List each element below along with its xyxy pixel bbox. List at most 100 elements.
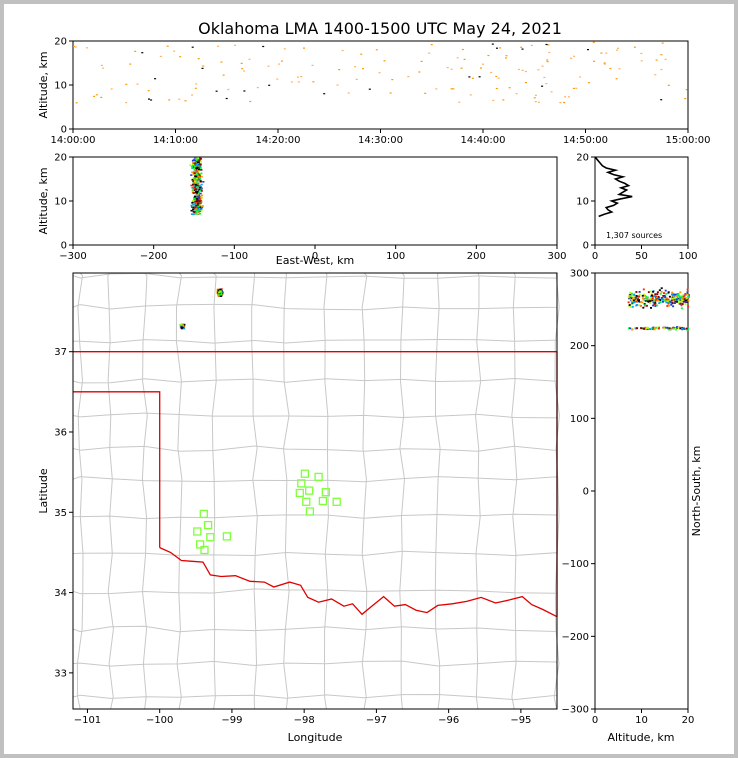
altitude-northsouth-source [627,327,630,330]
altitude-northsouth-source [665,298,668,301]
eastwest-altitude-source [195,192,198,195]
altitude-northsouth-source [671,296,674,299]
plan-view-ytick-label: 35 [54,508,67,519]
eastwest-altitude-source [193,171,196,173]
altitude-northsouth-source [631,302,634,305]
plan-view-ytick-label: 33 [54,668,67,679]
altitude-northsouth-source [686,294,689,296]
altitude-northsouth-source [687,327,690,330]
county-line [399,272,406,710]
eastwest-altitude-ytick-label: 10 [54,197,67,208]
eastwest-altitude-source [195,172,198,175]
altitude-northsouth-source [663,292,665,294]
eastwest-altitude-source [191,189,194,192]
county-line [72,693,558,701]
eastwest-altitude-source [200,190,203,192]
time-altitude-ylabel: Altitude, km [37,51,50,118]
eastwest-altitude-source [195,188,198,191]
altitude-northsouth-source [651,296,654,298]
time-altitude-source [478,76,481,78]
eastwest-altitude-xtick-label: −300 [59,251,86,262]
eastwest-altitude-source [195,191,198,194]
time-altitude-source [505,55,508,57]
altitude-northsouth-source [676,295,679,298]
time-altitude-source [615,78,618,80]
altitude-northsouth-source [651,297,654,300]
time-altitude-source [297,81,300,83]
lma-station [203,520,213,530]
altitude-northsouth-source [662,298,664,301]
altitude-northsouth-source [681,303,684,305]
eastwest-altitude-xlabel: East-West, km [276,254,354,267]
time-altitude-source [603,63,606,65]
eastwest-altitude-source [191,178,194,181]
lma-station [305,486,314,495]
eastwest-altitude-source [198,198,201,200]
eastwest-altitude-source [190,165,194,168]
county-line [72,272,558,279]
time-altitude-source [640,52,643,55]
lma-station [300,469,310,478]
altitude-northsouth-source [666,300,669,302]
altitude-northsouth-source [645,304,648,307]
altitude-northsouth-ytick-label: −100 [562,559,589,570]
time-altitude-source [435,88,438,90]
eastwest-altitude-source [195,204,198,207]
eastwest-altitude-sources [189,157,205,216]
time-altitude-sources [73,41,688,104]
eastwest-altitude-source [195,208,198,210]
altitude-northsouth-source [664,326,667,329]
altitude-northsouth-source [666,326,669,329]
altitude-northsouth-source [685,327,688,330]
altitude-northsouth-xtick-label: 0 [592,715,598,726]
eastwest-altitude-source [194,162,197,164]
time-altitude-source [491,43,494,45]
time-altitude-source [241,68,244,70]
eastwest-altitude-source [196,202,200,205]
altitude-histogram-yticks: 0 10 20 [576,153,595,252]
eastwest-altitude-source [196,204,199,206]
time-altitude-source [173,50,176,52]
eastwest-altitude-source [193,159,196,162]
altitude-northsouth-source [652,300,655,303]
altitude-northsouth-source [650,327,653,330]
county-line [511,272,518,710]
time-altitude-source [567,96,570,98]
altitude-northsouth-source [680,304,683,307]
altitude-northsouth-source [647,300,649,303]
lma-figure: Oklahoma LMA 1400-1500 UTC May 24, 2021 … [37,19,710,744]
plan-view-source [180,323,183,326]
altitude-northsouth-source [635,295,638,297]
time-altitude-source [418,71,421,73]
time-altitude-source [515,93,518,95]
time-altitude-source [383,60,386,62]
eastwest-altitude-source [194,181,197,184]
altitude-northsouth-source [651,299,654,302]
eastwest-altitude-source [197,166,200,169]
time-altitude-source [368,88,371,90]
time-altitude-source [525,82,527,84]
eastwest-altitude-source [198,177,202,179]
time-altitude-source [197,58,200,60]
altitude-northsouth-source [673,293,676,296]
altitude-northsouth-source [687,294,690,296]
lma-station [332,497,341,506]
eastwest-altitude-panel: −300 −200 −100 0 100 200 300 0 10 20 East-West, … [37,153,567,268]
time-altitude-source [154,78,157,80]
altitude-northsouth-source [652,326,655,329]
altitude-northsouth-source [656,291,659,294]
eastwest-altitude-source [190,204,193,207]
altitude-northsouth-source [668,304,671,307]
altitude-northsouth-source [676,300,678,303]
time-altitude-panel: 14:00:00 14:10:00 14:20:00 14:30:00 14:40:00… [37,37,710,147]
altitude-northsouth-xtick-label: 20 [682,715,695,726]
time-altitude-source [617,47,619,49]
time-altitude-xtick-label: 14:00:00 [51,135,96,146]
eastwest-altitude-source [197,169,200,172]
time-altitude-xtick-label: 14:50:00 [563,135,608,146]
altitude-northsouth-source [636,327,639,330]
eastwest-altitude-source [197,207,200,210]
altitude-northsouth-source [674,300,677,303]
eastwest-altitude-source [198,175,201,177]
eastwest-altitude-source [192,200,195,202]
